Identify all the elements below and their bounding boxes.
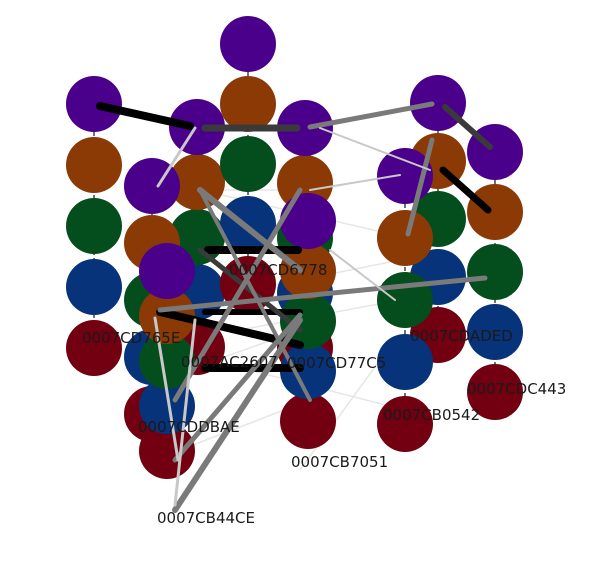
graph-node-blue	[377, 334, 433, 390]
graph-edge	[307, 101, 435, 130]
graph-node-red	[66, 320, 122, 376]
graph-edge	[96, 102, 194, 130]
graph-node-purple	[66, 76, 122, 132]
graph-node-orange	[220, 76, 276, 132]
graph-node-green	[377, 272, 433, 328]
node-label-0007cd77c5: 0007CD77C5	[287, 354, 386, 372]
graph-edge	[157, 275, 488, 313]
graph-edge	[405, 137, 435, 237]
graph-node-green	[139, 333, 195, 389]
graph-edge	[172, 317, 303, 513]
node-label-0007cb0542: 0007CB0542	[383, 406, 480, 424]
graph-edge	[439, 166, 492, 214]
graph-edge	[442, 104, 493, 150]
graph-node-orange	[66, 137, 122, 193]
labels-layer: 0007CD6778 0007CD765E 0007AC2607 0007CD7…	[82, 261, 566, 527]
graph-node-purple	[169, 99, 225, 155]
node-label-0007ac2607: 0007AC2607	[181, 353, 278, 371]
node-label-0007cb7051: 0007CB7051	[291, 453, 388, 471]
graph-node-orange	[467, 184, 523, 240]
node-label-0007cdc443: 0007CDC443	[467, 380, 566, 398]
graph-node-blue	[280, 343, 336, 399]
graph-node-red	[377, 396, 433, 452]
graph-edge	[309, 174, 401, 191]
graph-node-blue	[66, 259, 122, 315]
graph-edge	[319, 127, 431, 171]
graph-node-blue	[467, 304, 523, 360]
graph-edge	[329, 249, 396, 301]
graph-node-green	[280, 293, 336, 349]
graph-node-orange	[377, 210, 433, 266]
graph-edge	[153, 316, 180, 462]
graph-node-orange	[280, 243, 336, 299]
graph-edge	[172, 187, 303, 403]
node-label-0007cddbae: 0007CDDBAE	[138, 418, 240, 436]
graph-node-purple	[220, 16, 276, 72]
nodes-layer	[66, 16, 523, 479]
graph-edge	[197, 247, 303, 333]
graph-edge	[198, 188, 312, 402]
node-label-0007cdaded: 0007CDADED	[410, 327, 513, 345]
graph-node-purple	[277, 100, 333, 156]
node-label-0007cd6778: 0007CD6778	[229, 261, 327, 279]
node-label-0007cd765e: 0007CD765E	[82, 329, 180, 347]
graph-node-purple	[139, 243, 195, 299]
graph-edge	[173, 318, 197, 507]
graph-edge	[197, 187, 303, 273]
edges-front-layer	[96, 101, 493, 513]
node-label-0007cb44ce: 0007CB44CE	[157, 509, 255, 527]
graph-node-green	[467, 244, 523, 300]
graph-node-purple	[410, 75, 466, 131]
graph-node-red	[467, 364, 523, 420]
graph-node-green	[220, 136, 276, 192]
graph-node-purple	[280, 193, 336, 249]
graph-node-red	[280, 393, 336, 449]
graph-edge	[156, 126, 197, 188]
graph-node-green	[66, 198, 122, 254]
edge-faint	[299, 359, 381, 471]
